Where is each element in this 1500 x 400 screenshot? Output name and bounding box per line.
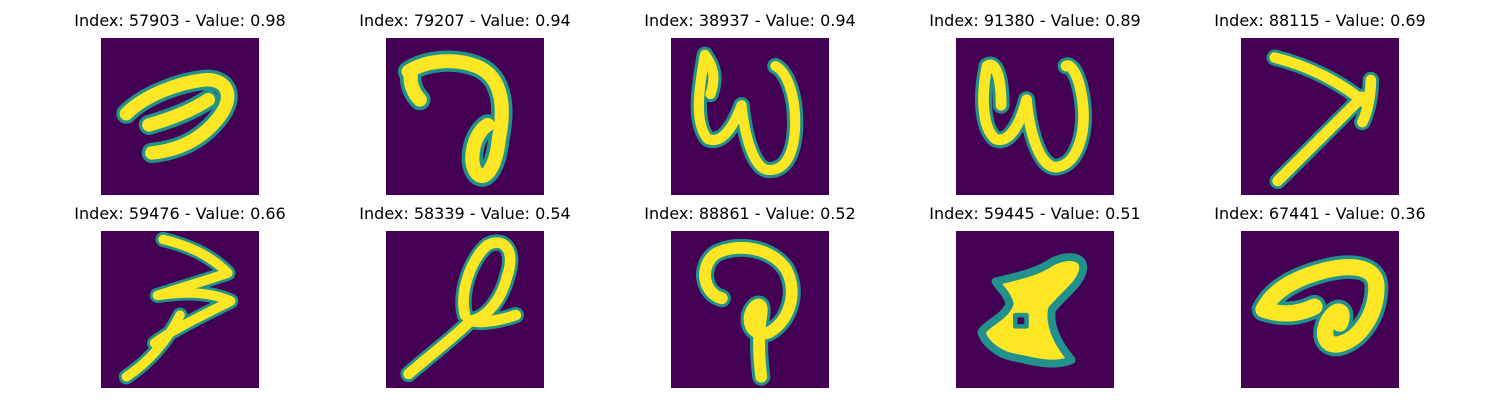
panel-title: Index: 59476 - Value: 0.66: [74, 204, 286, 223]
digit-image: [1241, 231, 1399, 388]
panel-title: Index: 38937 - Value: 0.94: [644, 11, 856, 30]
panel-title: Index: 88861 - Value: 0.52: [644, 204, 856, 223]
digit-image: [956, 231, 1114, 388]
digit-image: [1241, 38, 1399, 195]
panel-3: Index: 38937 - Value: 0.94: [608, 10, 892, 200]
panel-title: Index: 91380 - Value: 0.89: [929, 11, 1141, 30]
digit-image: [101, 38, 259, 195]
digit-image: [671, 38, 829, 195]
panel-7: Index: 58339 - Value: 0.54: [323, 203, 607, 393]
panel-2: Index: 79207 - Value: 0.94: [323, 10, 607, 200]
panel-title: Index: 59445 - Value: 0.51: [929, 204, 1141, 223]
panel-1: Index: 57903 - Value: 0.98: [38, 10, 322, 200]
panel-title: Index: 58339 - Value: 0.54: [359, 204, 571, 223]
panel-title: Index: 88115 - Value: 0.69: [1214, 11, 1426, 30]
digit-image: [101, 231, 259, 388]
panel-title: Index: 79207 - Value: 0.94: [359, 11, 571, 30]
digit-image: [956, 38, 1114, 195]
digit-image: [386, 231, 544, 388]
panel-6: Index: 59476 - Value: 0.66: [38, 203, 322, 393]
panel-8: Index: 88861 - Value: 0.52: [608, 203, 892, 393]
panel-4: Index: 91380 - Value: 0.89: [893, 10, 1177, 200]
panel-title: Index: 67441 - Value: 0.36: [1214, 204, 1426, 223]
panel-9: Index: 59445 - Value: 0.51: [893, 203, 1177, 393]
panel-5: Index: 88115 - Value: 0.69: [1178, 10, 1462, 200]
digit-image: [386, 38, 544, 195]
panel-10: Index: 67441 - Value: 0.36: [1178, 203, 1462, 393]
panel-title: Index: 57903 - Value: 0.98: [74, 11, 286, 30]
digit-image: [671, 231, 829, 388]
